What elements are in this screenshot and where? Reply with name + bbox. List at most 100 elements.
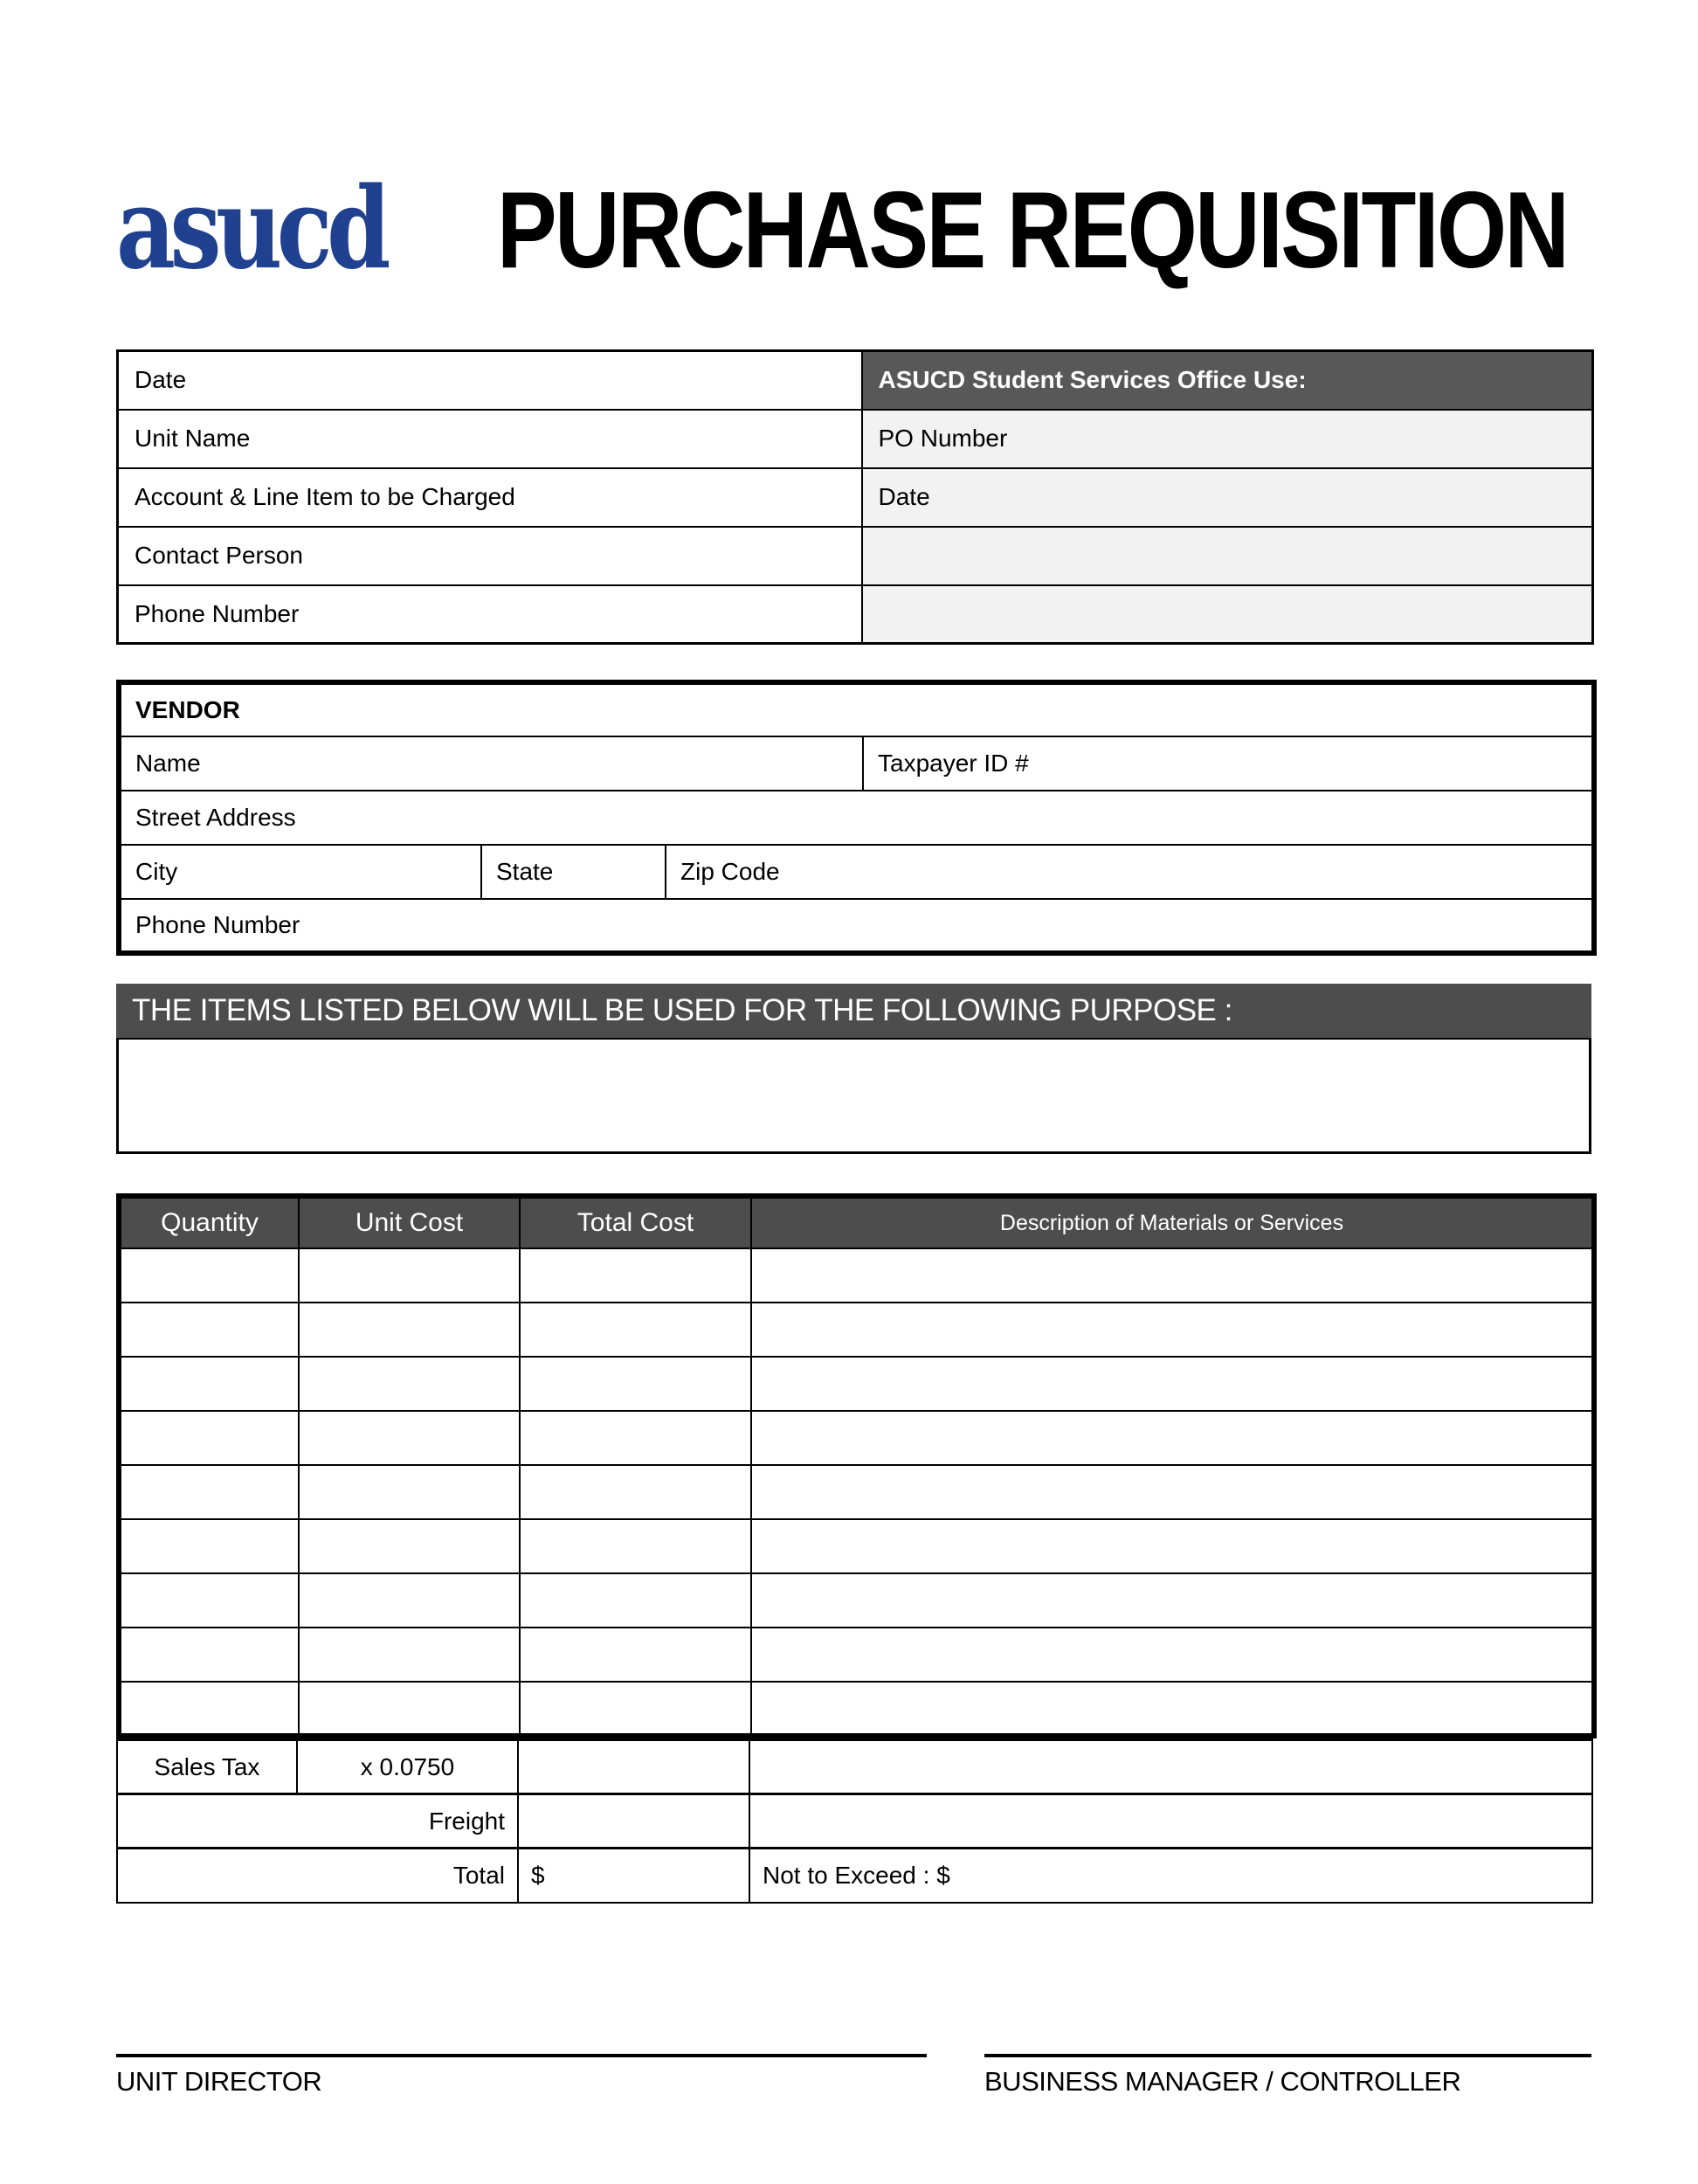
info-row: Date ASUCD Student Services Office Use:	[116, 349, 1594, 411]
item-cell[interactable]	[298, 1302, 521, 1358]
items-header-row: Quantity Unit Cost Total Cost Descriptio…	[118, 1195, 1595, 1249]
item-cell[interactable]	[750, 1248, 1595, 1303]
info-row: Contact Person	[116, 525, 1594, 586]
vendor-street-address-field[interactable]: Street Address	[117, 790, 1596, 846]
item-row	[118, 1681, 1595, 1737]
unit-director-signature-line[interactable]	[116, 2053, 927, 2063]
unit-director-label: UNIT DIRECTOR	[116, 2065, 322, 2097]
info-field-account-line-item[interactable]: Account & Line Item to be Charged	[116, 467, 863, 528]
item-cell[interactable]	[298, 1518, 521, 1574]
item-cell[interactable]	[750, 1302, 1595, 1358]
item-row	[118, 1248, 1595, 1303]
total-amount-cell[interactable]: $	[517, 1847, 750, 1904]
item-row	[118, 1410, 1595, 1466]
vendor-zip-code-label: Zip Code	[680, 858, 780, 885]
item-cell[interactable]	[118, 1464, 300, 1520]
item-cell[interactable]	[118, 1356, 300, 1412]
item-cell[interactable]	[118, 1410, 300, 1466]
item-cell[interactable]	[298, 1356, 521, 1412]
sales-tax-desc-cell[interactable]	[749, 1738, 1593, 1795]
office-use-header: ASUCD Student Services Office Use:	[860, 349, 1594, 411]
item-cell[interactable]	[118, 1248, 300, 1303]
vendor-taxpayer-id-field[interactable]: Taxpayer ID #	[861, 736, 1596, 791]
office-field-po-number[interactable]: PO Number	[860, 408, 1594, 469]
sales-tax-row: Sales Tax x 0.0750	[116, 1738, 1593, 1795]
business-manager-label: BUSINESS MANAGER / CONTROLLER	[984, 2065, 1461, 2097]
info-label-unit-name: Unit Name	[135, 425, 251, 452]
info-field-contact-person[interactable]: Contact Person	[116, 525, 863, 586]
item-cell[interactable]	[118, 1302, 300, 1358]
info-row: Phone Number	[116, 584, 1594, 645]
vendor-city-field[interactable]: City	[118, 844, 482, 900]
item-cell[interactable]	[750, 1464, 1595, 1520]
item-cell[interactable]	[298, 1464, 521, 1520]
info-label-date: Date	[135, 366, 187, 394]
item-cell[interactable]	[298, 1681, 521, 1737]
item-cell[interactable]	[750, 1518, 1595, 1574]
vendor-zip-code-field[interactable]: Zip Code	[664, 844, 1596, 900]
vendor-name-label: Name	[135, 750, 201, 777]
item-cell[interactable]	[519, 1302, 752, 1358]
item-cell[interactable]	[750, 1627, 1595, 1683]
item-cell[interactable]	[298, 1572, 521, 1628]
office-field-blank-1[interactable]	[860, 525, 1594, 586]
items-col-description: Description of Materials or Services	[750, 1195, 1595, 1249]
item-cell[interactable]	[118, 1681, 300, 1737]
item-row	[118, 1464, 1595, 1520]
item-row	[118, 1302, 1595, 1358]
vendor-phone-number-field[interactable]: Phone Number	[117, 898, 1596, 954]
office-field-date[interactable]: Date	[860, 467, 1594, 528]
item-row	[118, 1356, 1595, 1412]
items-col-unit-cost: Unit Cost	[298, 1195, 521, 1249]
office-field-blank-2[interactable]	[860, 584, 1594, 645]
not-to-exceed-cell[interactable]: Not to Exceed : $	[749, 1847, 1593, 1904]
info-table: Date ASUCD Student Services Office Use: …	[116, 349, 1594, 645]
items-col-total-cost: Total Cost	[519, 1195, 752, 1249]
item-cell[interactable]	[519, 1681, 752, 1737]
business-manager-signature-line[interactable]	[984, 2053, 1591, 2063]
item-cell[interactable]	[519, 1572, 752, 1628]
freight-amount-cell[interactable]	[517, 1793, 750, 1849]
item-cell[interactable]	[298, 1627, 521, 1683]
business-manager-signature-block: BUSINESS MANAGER / CONTROLLER	[984, 2053, 1591, 2098]
info-label-phone-number: Phone Number	[135, 599, 300, 627]
sales-tax-label: Sales Tax	[116, 1738, 298, 1795]
item-cell[interactable]	[118, 1572, 300, 1628]
items-table: Quantity Unit Cost Total Cost Descriptio…	[116, 1193, 1597, 1738]
vendor-taxpayer-id-label: Taxpayer ID #	[878, 750, 1029, 777]
info-label-account-line-item: Account & Line Item to be Charged	[135, 483, 515, 510]
item-cell[interactable]	[519, 1518, 752, 1574]
item-cell[interactable]	[519, 1248, 752, 1303]
unit-director-signature-block: UNIT DIRECTOR	[116, 2053, 927, 2098]
item-cell[interactable]	[750, 1681, 1595, 1737]
item-cell[interactable]	[519, 1356, 752, 1412]
freight-desc-cell[interactable]	[749, 1793, 1593, 1849]
item-rows	[118, 1248, 1595, 1737]
freight-label: Freight	[116, 1793, 519, 1849]
info-row: Unit Name PO Number	[116, 408, 1594, 469]
item-cell[interactable]	[750, 1572, 1595, 1628]
item-cell[interactable]	[118, 1518, 300, 1574]
info-field-phone-number[interactable]: Phone Number	[116, 584, 863, 645]
info-row: Account & Line Item to be Charged Date	[116, 467, 1594, 528]
item-cell[interactable]	[519, 1410, 752, 1466]
sales-tax-rate: x 0.0750	[296, 1738, 519, 1795]
sales-tax-amount-cell[interactable]	[517, 1738, 750, 1795]
vendor-state-field[interactable]: State	[480, 844, 666, 900]
purpose-text-area[interactable]	[116, 1038, 1591, 1154]
info-field-date[interactable]: Date	[116, 349, 863, 411]
total-label: Total	[116, 1847, 519, 1904]
dollar-sign: $	[531, 1861, 545, 1889]
info-field-unit-name[interactable]: Unit Name	[116, 408, 863, 469]
total-row: Total $ Not to Exceed : $	[116, 1847, 1593, 1904]
item-cell[interactable]	[750, 1356, 1595, 1412]
vendor-city-label: City	[135, 858, 178, 885]
vendor-name-field[interactable]: Name	[118, 736, 864, 791]
item-cell[interactable]	[750, 1410, 1595, 1466]
item-cell[interactable]	[519, 1627, 752, 1683]
item-cell[interactable]	[519, 1464, 752, 1520]
item-cell[interactable]	[118, 1627, 300, 1683]
item-cell[interactable]	[298, 1410, 521, 1466]
item-cell[interactable]	[298, 1248, 521, 1303]
vendor-state-label: State	[496, 858, 554, 885]
